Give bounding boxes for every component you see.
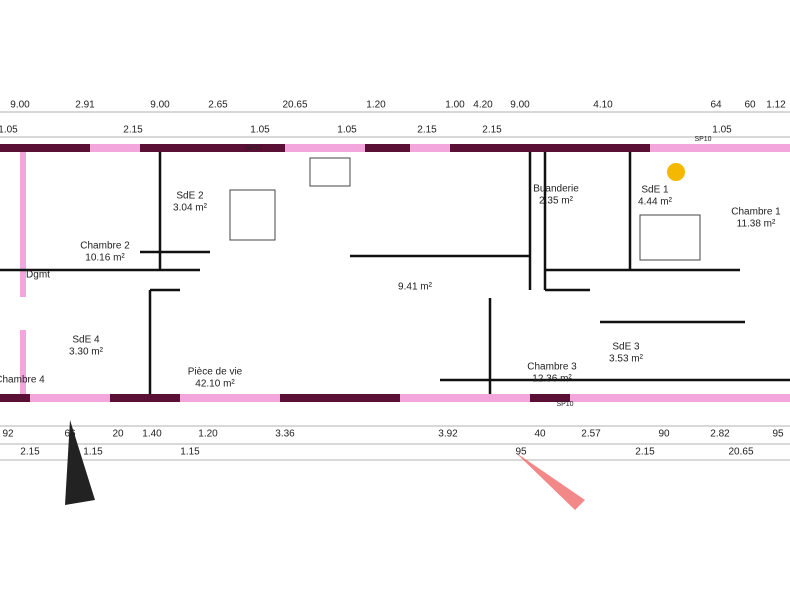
room-name: SdE 4	[72, 335, 100, 346]
dimension-label: 1.12	[766, 100, 786, 111]
dimension-label: 20.65	[282, 100, 307, 111]
dimension-label: 20	[112, 429, 124, 440]
dimension-label: 1.05	[250, 125, 270, 136]
dimension-label: 1.05	[337, 125, 357, 136]
dimension-label: 4.20	[473, 100, 493, 111]
dimension-label: 2.15	[482, 125, 502, 136]
dimension-label: 95	[515, 447, 527, 458]
dimension-label: 1.15	[83, 447, 103, 458]
dimension-label: 95	[772, 429, 784, 440]
room-area: 10.16 m²	[85, 253, 125, 264]
room-area: 3.53 m²	[609, 354, 644, 365]
dimension-label: 3.92	[438, 429, 458, 440]
dimension-label: 2.91	[75, 100, 95, 111]
room-name: Chambre 3	[527, 362, 577, 373]
dimension-label: 90	[658, 429, 670, 440]
sun-arrow	[515, 452, 585, 510]
dimension-label: 4.10	[593, 100, 613, 111]
north-arrow	[65, 420, 95, 505]
room-area: 42.10 m²	[195, 379, 235, 390]
room-area: 9.41 m²	[398, 282, 433, 293]
dimension-label: 1.20	[366, 100, 386, 111]
dimension-label: 2.82	[710, 429, 730, 440]
dimension-label: 2.15	[635, 447, 655, 458]
dimension-label: 40	[534, 429, 546, 440]
dimension-label: 1.05	[712, 125, 732, 136]
room-name: SdE 3	[612, 342, 640, 353]
dimension-label: 9.00	[150, 100, 170, 111]
room-area: 3.30 m²	[69, 347, 104, 358]
room-area: 2.35 m²	[539, 196, 574, 207]
room-name: Buanderie	[533, 184, 579, 195]
room-name: SdE 2	[176, 191, 204, 202]
room-area: 11.38 m²	[737, 219, 776, 230]
interior-walls	[0, 152, 790, 394]
dimension-label: 1.20	[198, 429, 218, 440]
room-area: 12.36 m²	[532, 374, 572, 385]
dimension-lines	[0, 111, 790, 461]
dimension-label: 1.40	[142, 429, 162, 440]
dimension-label: 2.57	[581, 429, 601, 440]
room-area: 4.44 m²	[638, 197, 673, 208]
room-name: Pièce de vie	[188, 367, 243, 378]
room-name: Chambre 1	[731, 207, 781, 218]
dimension-label: 1.00	[445, 100, 465, 111]
dimension-label: 1.15	[180, 447, 200, 458]
room-name: Dgmt	[26, 270, 50, 281]
dimension-label: 2.15	[417, 125, 437, 136]
dimension-label: 2.15	[123, 125, 143, 136]
dimension-label: 2.65	[208, 100, 228, 111]
dimension-label: 2.15	[20, 447, 40, 458]
wall-label: SP10	[245, 145, 262, 152]
dimension-label: 60	[744, 100, 756, 111]
wall-label: SP10	[556, 401, 573, 408]
dimension-label: 64	[710, 100, 722, 111]
dimension-label: 66	[64, 429, 76, 440]
dimension-label: 9.00	[10, 100, 30, 111]
top-wall	[0, 144, 790, 152]
dimension-label: 92	[2, 429, 14, 440]
dimension-label: 9.00	[510, 100, 530, 111]
dimension-label: 3.36	[275, 429, 295, 440]
dimension-label: 20.65	[728, 447, 753, 458]
bottom-wall	[0, 394, 790, 402]
room-name: Chambre 2	[80, 241, 130, 252]
room-name: SdE 1	[641, 185, 669, 196]
room-area: 3.04 m²	[173, 203, 208, 214]
wall-label: SP10	[694, 136, 711, 143]
dimension-label: 1.05	[0, 125, 18, 136]
sun-icon	[667, 163, 685, 181]
room-name: Chambre 4	[0, 375, 45, 386]
